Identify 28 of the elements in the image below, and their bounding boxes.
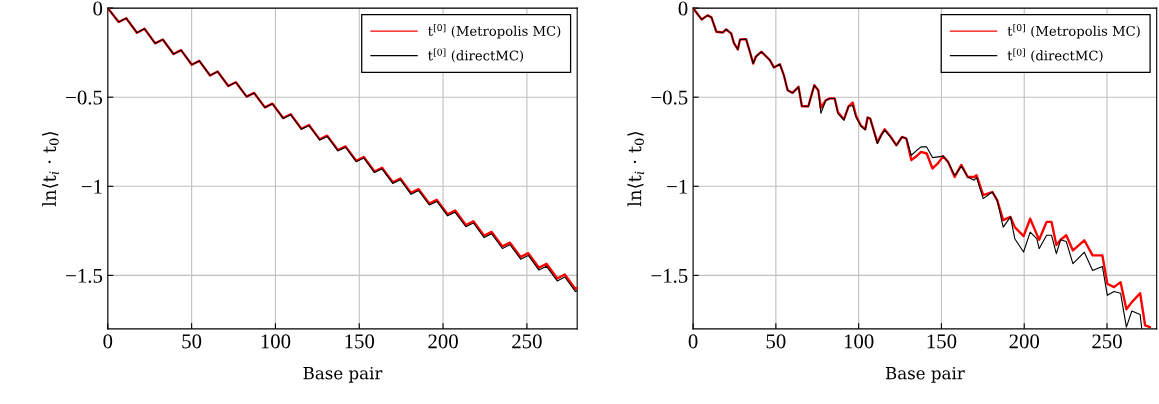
- x-axis-title: Base pair: [303, 366, 383, 383]
- x-tick-label: 250: [512, 334, 542, 349]
- x-tick-label: 150: [927, 334, 957, 349]
- x-tick-label: 0: [103, 334, 113, 349]
- y-tick-label: −1: [81, 179, 102, 194]
- legend-label: t$^{[0]}$ (directMC): [1007, 48, 1103, 63]
- x-tick-label: 50: [182, 334, 202, 349]
- x-tick-label: 200: [428, 334, 458, 349]
- x-tick-label: 100: [844, 334, 874, 349]
- y-tick-label: −1: [667, 179, 687, 194]
- legend-label: t$^{[0]}$ (directMC): [428, 48, 524, 63]
- x-tick-label: 50: [766, 334, 786, 349]
- y-tick-label: 0: [678, 1, 688, 16]
- y-tick-label: −0.5: [651, 90, 688, 105]
- x-tick-label: 100: [261, 334, 291, 349]
- legend-label: t$^{[0]}$ (Metropolis MC): [1007, 23, 1140, 39]
- legend-label: t$^{[0]}$ (Metropolis MC): [428, 23, 561, 39]
- x-tick-label: 150: [345, 334, 375, 349]
- x-axis-title: Base pair: [885, 366, 965, 383]
- y-tick-label: 0: [93, 1, 103, 16]
- x-tick-label: 250: [1092, 334, 1122, 349]
- y-axis-title: ln⟨t$_{i}$ · t$_{0}$⟩: [627, 131, 645, 207]
- y-tick-label: −1.5: [66, 268, 103, 283]
- x-tick-label: 200: [1009, 334, 1040, 349]
- y-tick-label: −0.5: [66, 90, 103, 105]
- y-axis-title: ln⟨t$_{i}$ · t$_{0}$⟩: [42, 131, 59, 207]
- x-tick-label: 0: [688, 334, 698, 349]
- y-tick-label: −1.5: [651, 268, 688, 283]
